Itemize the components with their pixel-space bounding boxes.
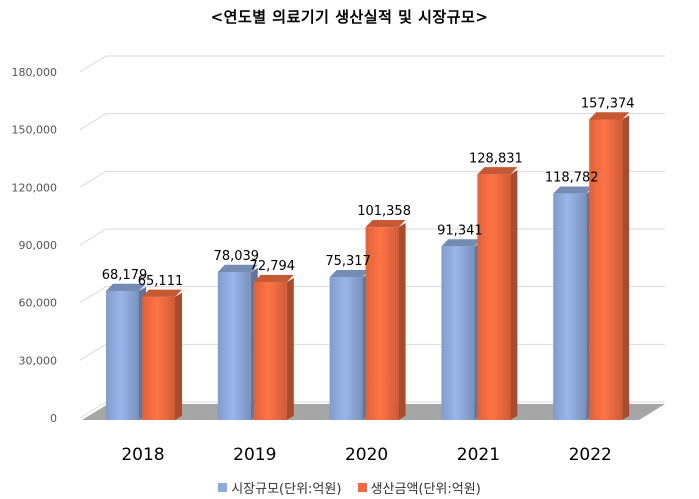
- bars: [106, 112, 630, 421]
- bar-market-2022: [553, 193, 587, 420]
- bar-side: [398, 222, 406, 420]
- legend-item-market: 시장규모(단위:억원): [218, 478, 341, 497]
- x-tick-label: 2022: [569, 445, 612, 465]
- legend-swatch-production: [357, 483, 367, 492]
- gridline-depth-6: [79, 55, 107, 73]
- bar-market-2018: [106, 290, 139, 420]
- bar-top: [365, 219, 406, 228]
- bar-side: [286, 277, 294, 420]
- data-label: 118,782: [545, 171, 599, 186]
- bar-top: [142, 289, 182, 297]
- data-label: 128,831: [469, 151, 523, 166]
- y-tick-label: 0: [50, 412, 57, 425]
- bar-side: [510, 170, 518, 420]
- bar-top: [217, 264, 258, 272]
- legend-swatch-market: [218, 483, 228, 492]
- bar-production-2021: [477, 174, 511, 420]
- legend-item-production: 생산금액(단위:억원): [357, 478, 481, 497]
- data-label: 157,374: [581, 96, 635, 111]
- y-tick-label: 180,000: [12, 66, 58, 79]
- y-tick-label: 90,000: [19, 239, 58, 252]
- y-axis: 0 30,000 60,000 90,000 120,000 150,000 180,000: [12, 66, 58, 425]
- legend-label-production: 생산금액(단위:억원): [370, 482, 481, 497]
- bar-top: [553, 186, 594, 194]
- bar-top: [477, 167, 518, 175]
- x-tick-label: 2020: [345, 445, 388, 465]
- bar-top: [441, 239, 482, 247]
- data-label: 72,794: [250, 259, 296, 274]
- data-label: 68,179: [102, 268, 148, 283]
- gridline-depth-4: [79, 170, 107, 188]
- bar-top: [329, 270, 370, 278]
- bar-production-2018: [142, 296, 175, 420]
- x-tick-label: 2018: [121, 445, 164, 465]
- bar-production-2019: [253, 282, 287, 420]
- bar-market-2019: [217, 271, 251, 420]
- bar-top: [589, 112, 630, 120]
- data-label: 75,317: [325, 254, 371, 269]
- data-label: 91,341: [437, 223, 483, 238]
- x-axis: 2018 2019 2020 2021 2022: [121, 445, 611, 465]
- legend-label-market: 시장규모(단위:억원): [231, 482, 342, 497]
- bar-top: [106, 283, 146, 291]
- data-label: 65,111: [138, 274, 184, 289]
- x-tick-label: 2019: [233, 445, 276, 465]
- bar-market-2021: [441, 246, 475, 420]
- bar-side: [175, 292, 182, 420]
- y-tick-label: 30,000: [19, 354, 58, 367]
- gridline-depth-0: [79, 401, 107, 419]
- x-tick-label: 2021: [457, 445, 500, 465]
- bar-production-2020: [365, 227, 399, 420]
- gridline-depth-1: [79, 343, 107, 361]
- legend: 시장규모(단위:억원) 생산금액(단위:억원): [0, 478, 699, 497]
- data-label: 101,358: [357, 204, 411, 219]
- y-tick-label: 60,000: [19, 297, 58, 310]
- bar-production-2022: [589, 119, 623, 421]
- data-label: 78,039: [214, 249, 260, 264]
- bar-side: [622, 115, 630, 420]
- bar-top: [253, 274, 294, 283]
- bar-market-2020: [329, 277, 363, 420]
- gridline-depth-5: [79, 113, 107, 131]
- y-tick-label: 150,000: [12, 124, 58, 137]
- chart-title: <연도별 의료기기 생산실적 및 시장규모>: [210, 8, 489, 26]
- gridline-depth-3: [79, 228, 107, 246]
- gridline-depth-2: [79, 286, 107, 304]
- y-tick-label: 120,000: [12, 181, 58, 194]
